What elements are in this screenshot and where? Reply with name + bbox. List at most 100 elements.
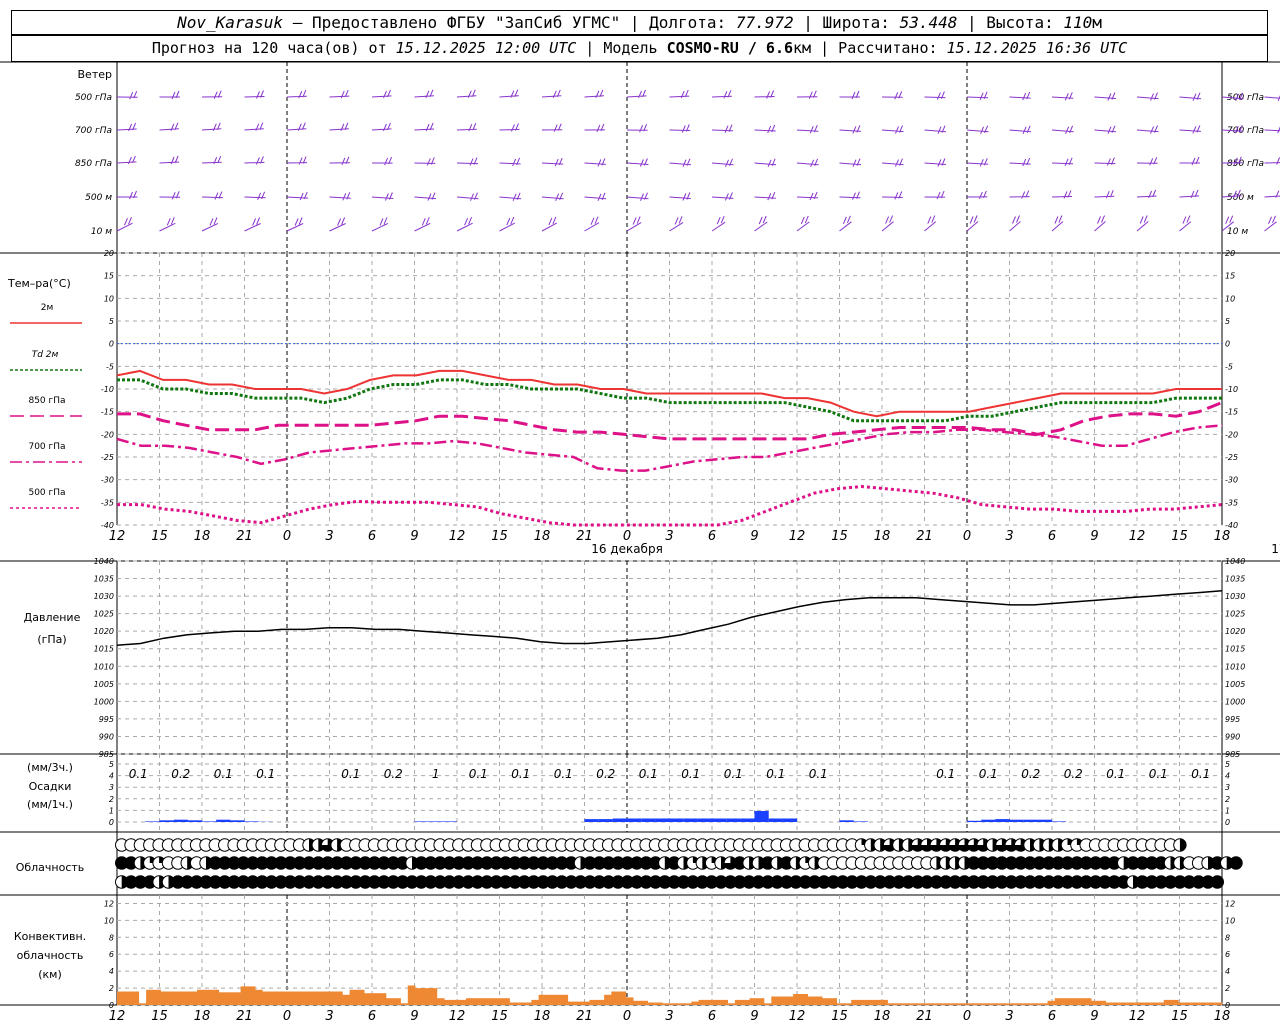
- temp-legend-label: 2м: [41, 303, 54, 313]
- x-tick-label-top: 21: [236, 529, 253, 544]
- temp-ytick-right: -25: [1225, 453, 1238, 462]
- cloud-low-fill: [827, 875, 840, 889]
- x-tick-label-top: 15: [831, 529, 848, 544]
- cloud-low-fill: [218, 875, 231, 889]
- precip-bar: [202, 821, 217, 822]
- convective-bar: [298, 991, 307, 1005]
- temp-ytick-left: -20: [101, 430, 114, 439]
- temp-series-line: [116, 369, 1222, 418]
- cloud-low-fill: [190, 875, 203, 889]
- precip-bar: [768, 818, 783, 822]
- precip-label-3h: (мм/3ч.): [27, 761, 73, 774]
- cloud-low-fill: [967, 875, 980, 889]
- pressure-line: [116, 590, 1223, 646]
- wind-barbs: [116, 89, 1280, 232]
- temp-ytick-right: -5: [1225, 362, 1233, 371]
- cloud-mid-fill: [668, 856, 681, 870]
- convective-bar: [204, 989, 212, 1005]
- wind-barb: [966, 125, 989, 134]
- convective-bar: [931, 1003, 939, 1005]
- cloud-low-fill: [181, 875, 194, 889]
- x-tick-label-top: 12: [449, 529, 466, 544]
- cloud-low-fill: [1023, 875, 1037, 889]
- cloud-mid-fill: [593, 856, 606, 870]
- convective-bar: [327, 991, 336, 1005]
- wind-barb: [371, 217, 389, 232]
- cloud-low-fill: [1042, 875, 1056, 889]
- convective-bar: [967, 1003, 976, 1005]
- x-tick-label-bottom: 0: [283, 1009, 291, 1024]
- convective-bar: [749, 998, 758, 1005]
- temp-ytick-left: -5: [106, 362, 114, 371]
- convective-bar: [1003, 1003, 1012, 1005]
- convective-bar: [938, 1003, 947, 1005]
- cloud-low-fill: [874, 875, 887, 889]
- x-tick-label-bottom: 9: [1090, 1009, 1098, 1024]
- convective-bar: [197, 989, 205, 1005]
- cloud-low-fill: [1108, 875, 1121, 889]
- convective-bar: [662, 1003, 670, 1005]
- cloud-low-fill: [883, 875, 896, 889]
- convective-bar: [313, 991, 321, 1005]
- wind-barb: [626, 89, 647, 99]
- convective-bar: [836, 1003, 845, 1005]
- convective-ytick-left: 4: [109, 967, 114, 976]
- wind-barb: [796, 191, 819, 201]
- temp-label: Тем–ра(°C): [7, 277, 71, 290]
- wind-barb: [1264, 95, 1280, 101]
- cloud-high-sector: [967, 838, 981, 852]
- wind-level-left: 10 м: [91, 227, 112, 237]
- cloud-mid-fill: [340, 856, 353, 870]
- wind-barb: [541, 216, 558, 232]
- wind-barb: [541, 192, 564, 201]
- x-tick-label-bottom: 0: [963, 1009, 971, 1024]
- cloud-mid-fill: [124, 856, 138, 870]
- cloud-low-fill: [864, 875, 877, 889]
- cloud-low-fill: [789, 875, 803, 889]
- wind-barb: [669, 216, 684, 232]
- precip-bar: [641, 818, 656, 822]
- wind-barb: [1179, 156, 1200, 166]
- cloud-low-fill: [293, 875, 306, 889]
- cloud-low-fill: [246, 875, 259, 889]
- convective-bar: [1134, 1002, 1143, 1005]
- cloud-mid-fill: [377, 856, 391, 870]
- cloud-low-fill: [415, 875, 428, 889]
- cloud-mid-fill: [1051, 856, 1065, 870]
- calc-label: | Рассчитано:: [811, 39, 947, 57]
- cloud-high-sector: [977, 838, 990, 852]
- cloud-low-fill: [939, 875, 952, 889]
- height-unit: м: [1092, 13, 1102, 32]
- pressure-ytick-right: 1040: [1225, 557, 1245, 566]
- wind-barb: [1136, 157, 1158, 166]
- precip-ytick-right: 5: [1225, 760, 1230, 769]
- wind-barb: [329, 89, 350, 99]
- wind-barb: [669, 192, 691, 201]
- x-tick-label-top: 15: [1171, 529, 1188, 544]
- convective-bar: [291, 991, 300, 1005]
- wind-level-left: 850 гПа: [75, 159, 112, 169]
- pressure-ytick-right: 1000: [1225, 697, 1245, 706]
- cloud-mid-fill: [237, 856, 250, 870]
- cloud-low-fill: [1098, 875, 1112, 889]
- cloud-mid-fill: [733, 856, 746, 870]
- wind-barb: [924, 125, 947, 134]
- cloud-mid-fill: [1108, 856, 1121, 870]
- cloud-low-fill: [1089, 875, 1102, 889]
- wind-barb: [159, 122, 179, 131]
- cloud-mid-fill: [1023, 856, 1037, 870]
- cloud-mid-fill: [499, 856, 512, 870]
- date-label: 16 декабря: [591, 542, 663, 556]
- precip-bar: [782, 818, 797, 822]
- convective-bar: [756, 998, 765, 1005]
- convective-bar: [451, 999, 459, 1005]
- cloud-mid-fill: [780, 856, 793, 870]
- convective-bar: [1207, 1002, 1216, 1005]
- convective-bar: [1069, 998, 1077, 1005]
- temp-legend-label: 700 гПа: [28, 442, 65, 452]
- convective-bar: [778, 996, 787, 1005]
- convective-bar: [247, 986, 256, 1005]
- cloud-mid-fill: [1145, 856, 1159, 870]
- convective-bar: [465, 998, 474, 1005]
